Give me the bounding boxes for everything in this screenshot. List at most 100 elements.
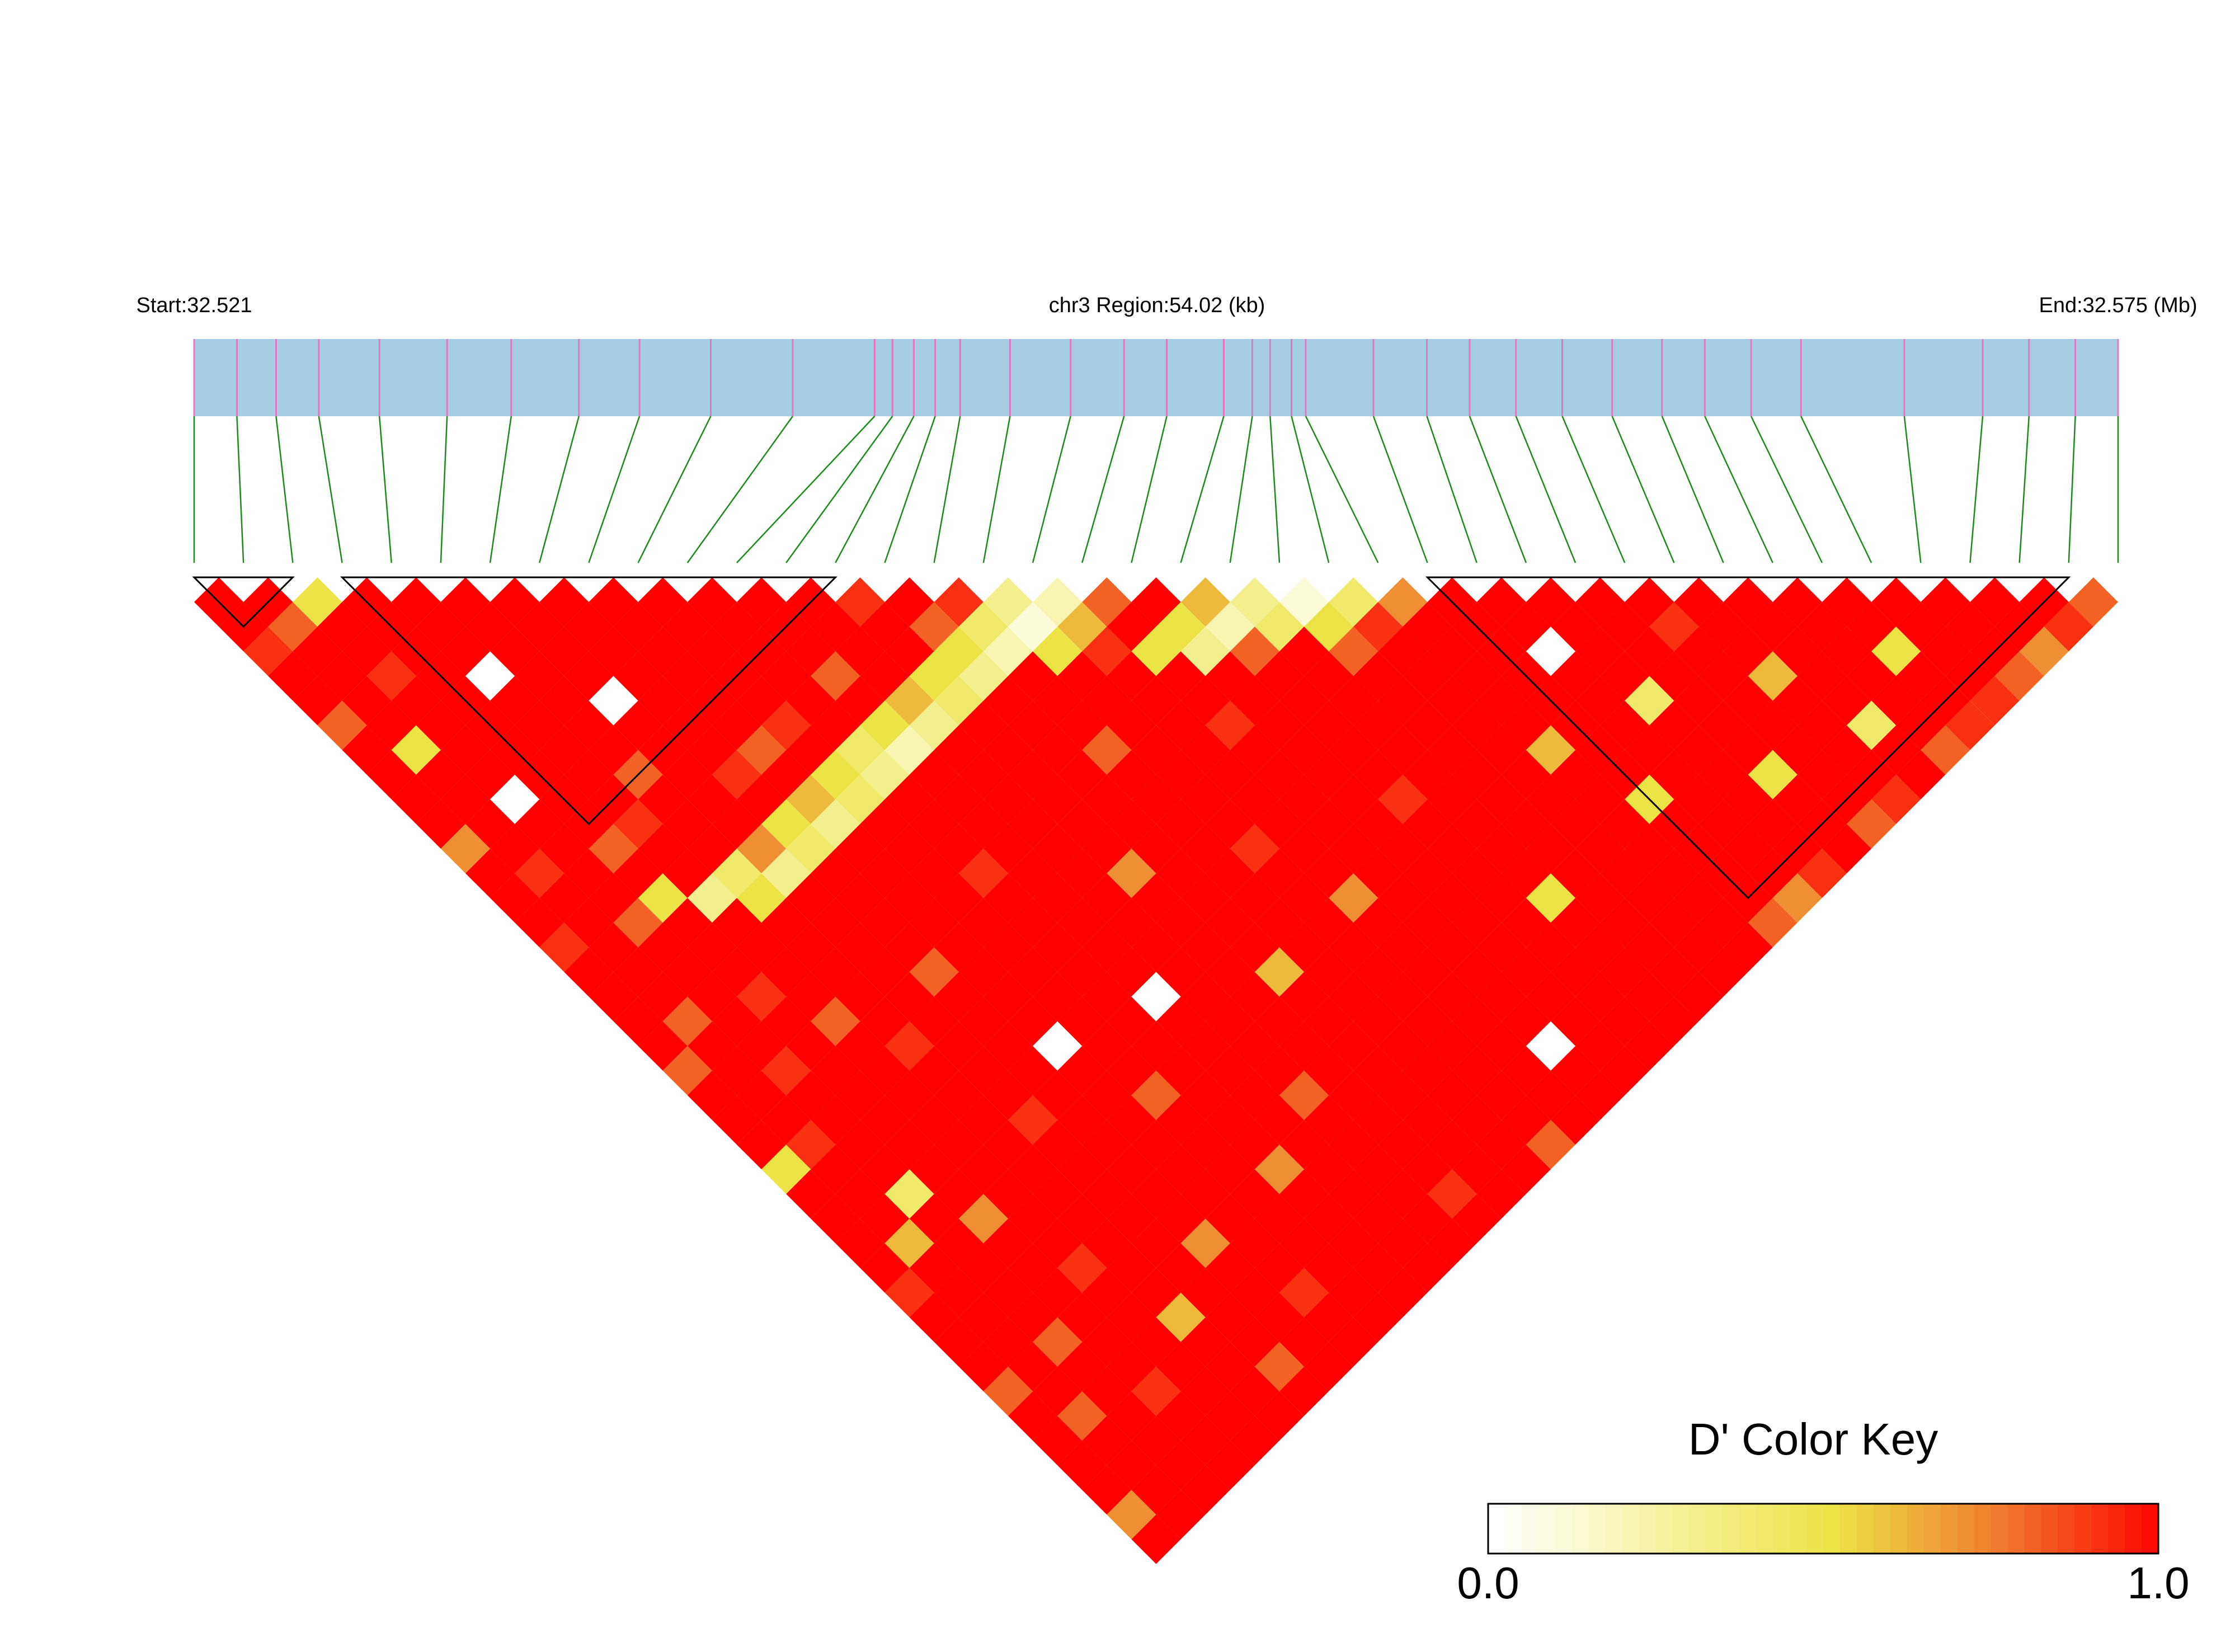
ld-cell [958, 1194, 1008, 1244]
ld-cell [1698, 700, 1748, 750]
ld-cell [1304, 947, 1354, 997]
ld-cell [1403, 651, 1452, 701]
ld-cell [564, 898, 614, 948]
ld-cell [1772, 725, 1822, 775]
ld-cell [1378, 1070, 1428, 1120]
ld-cell [909, 996, 959, 1046]
ld-cell [366, 700, 416, 750]
ld-cell [1008, 1342, 1058, 1391]
key-swatch [1689, 1504, 1706, 1554]
ld-cell [465, 651, 515, 701]
ld-cell [317, 651, 367, 701]
ld-cell [1205, 1145, 1255, 1194]
ld-cell [1550, 848, 1601, 898]
ld-cell [761, 799, 811, 849]
ld-cell [958, 848, 1008, 898]
ld-cell [1279, 1366, 1329, 1416]
key-swatch [1890, 1504, 1908, 1554]
ld-cell [1304, 700, 1354, 750]
ld-cell [1501, 700, 1551, 750]
ld-cell [1378, 873, 1428, 923]
ld-cell [1526, 972, 1576, 1022]
ld-cell [416, 799, 465, 849]
ld-cell [1847, 700, 1897, 750]
ld-cell [1082, 1366, 1132, 1416]
ld-cell [1501, 848, 1551, 898]
key-swatch [1823, 1504, 1841, 1554]
ld-cell [1476, 972, 1526, 1022]
ld-cell [1822, 627, 1872, 676]
ld-cell [1501, 947, 1551, 997]
ld-cell [1180, 1070, 1230, 1120]
ld-cell [958, 1292, 1008, 1342]
ld-cell [934, 1268, 984, 1317]
ld-cell [2068, 577, 2118, 627]
ld-cell [564, 700, 614, 750]
ld-cell [1772, 676, 1822, 726]
ld-cell [1082, 873, 1132, 923]
ld-cell [662, 1046, 712, 1095]
ld-cell [1378, 1268, 1428, 1317]
ld-cell [1353, 996, 1403, 1046]
key-swatch [1655, 1504, 1673, 1554]
ld-cell [1156, 1391, 1206, 1441]
ld-cell [1008, 1194, 1058, 1244]
ld-cell [1279, 1021, 1329, 1071]
ld-cell [1205, 996, 1255, 1046]
ld-cell [1501, 996, 1551, 1046]
ld-cell [1649, 651, 1699, 701]
ld-cell [1871, 774, 1921, 824]
ld-cell [1205, 750, 1255, 799]
ld-cell [736, 1119, 787, 1170]
snp-link [736, 416, 876, 563]
ld-cell [983, 577, 1033, 627]
ld-cell [1279, 873, 1329, 923]
ld-cell [835, 725, 885, 775]
ld-cell [1279, 1317, 1329, 1367]
ld-cell [934, 1119, 984, 1170]
ld-cell [1205, 848, 1255, 898]
ld-cell [1131, 1070, 1181, 1120]
ld-cell [1254, 996, 1305, 1046]
ld-cell [1107, 1292, 1156, 1342]
ld-cell [983, 1021, 1033, 1071]
ld-cell [1378, 676, 1428, 726]
ld-cell [1452, 1046, 1502, 1095]
ld-cell [736, 823, 787, 874]
ld-cell [1575, 1070, 1625, 1120]
ld-cell [638, 823, 688, 874]
ld-cell [1748, 898, 1798, 948]
ld-cell [613, 947, 663, 997]
ld-cell [811, 750, 860, 799]
ld-cell [1205, 1342, 1255, 1391]
ld-cell [1625, 873, 1674, 923]
ld-cell [983, 1366, 1033, 1416]
ld-cell [1279, 774, 1329, 824]
ld-cell [1131, 823, 1181, 874]
ld-cell [391, 725, 441, 775]
ld-cell [539, 873, 589, 923]
ld-cell [1033, 627, 1083, 676]
ld-cell [1550, 996, 1601, 1046]
snp-link [1969, 416, 1984, 563]
ld-cell [1427, 676, 1477, 726]
ld-cell [1772, 873, 1822, 923]
ld-cell [860, 947, 910, 997]
ld-cell [1107, 1194, 1156, 1244]
ld-cell [1156, 750, 1206, 799]
ld-cell [1822, 823, 1872, 874]
snp-link [686, 416, 793, 563]
ld-cell [1107, 1046, 1156, 1095]
ld-cell [342, 676, 392, 726]
ld-cell [983, 823, 1033, 874]
ld-cell [1403, 848, 1452, 898]
key-swatch [1571, 1504, 1589, 1554]
ld-cell [1625, 972, 1674, 1022]
ld-cell [1970, 676, 2020, 726]
ld-cell [1329, 1169, 1378, 1219]
ld-cell [1329, 1070, 1378, 1120]
ld-cell [736, 1021, 787, 1071]
ld-cell [1674, 676, 1724, 726]
ld-cell [1205, 700, 1255, 750]
ld-cell [1254, 799, 1305, 849]
